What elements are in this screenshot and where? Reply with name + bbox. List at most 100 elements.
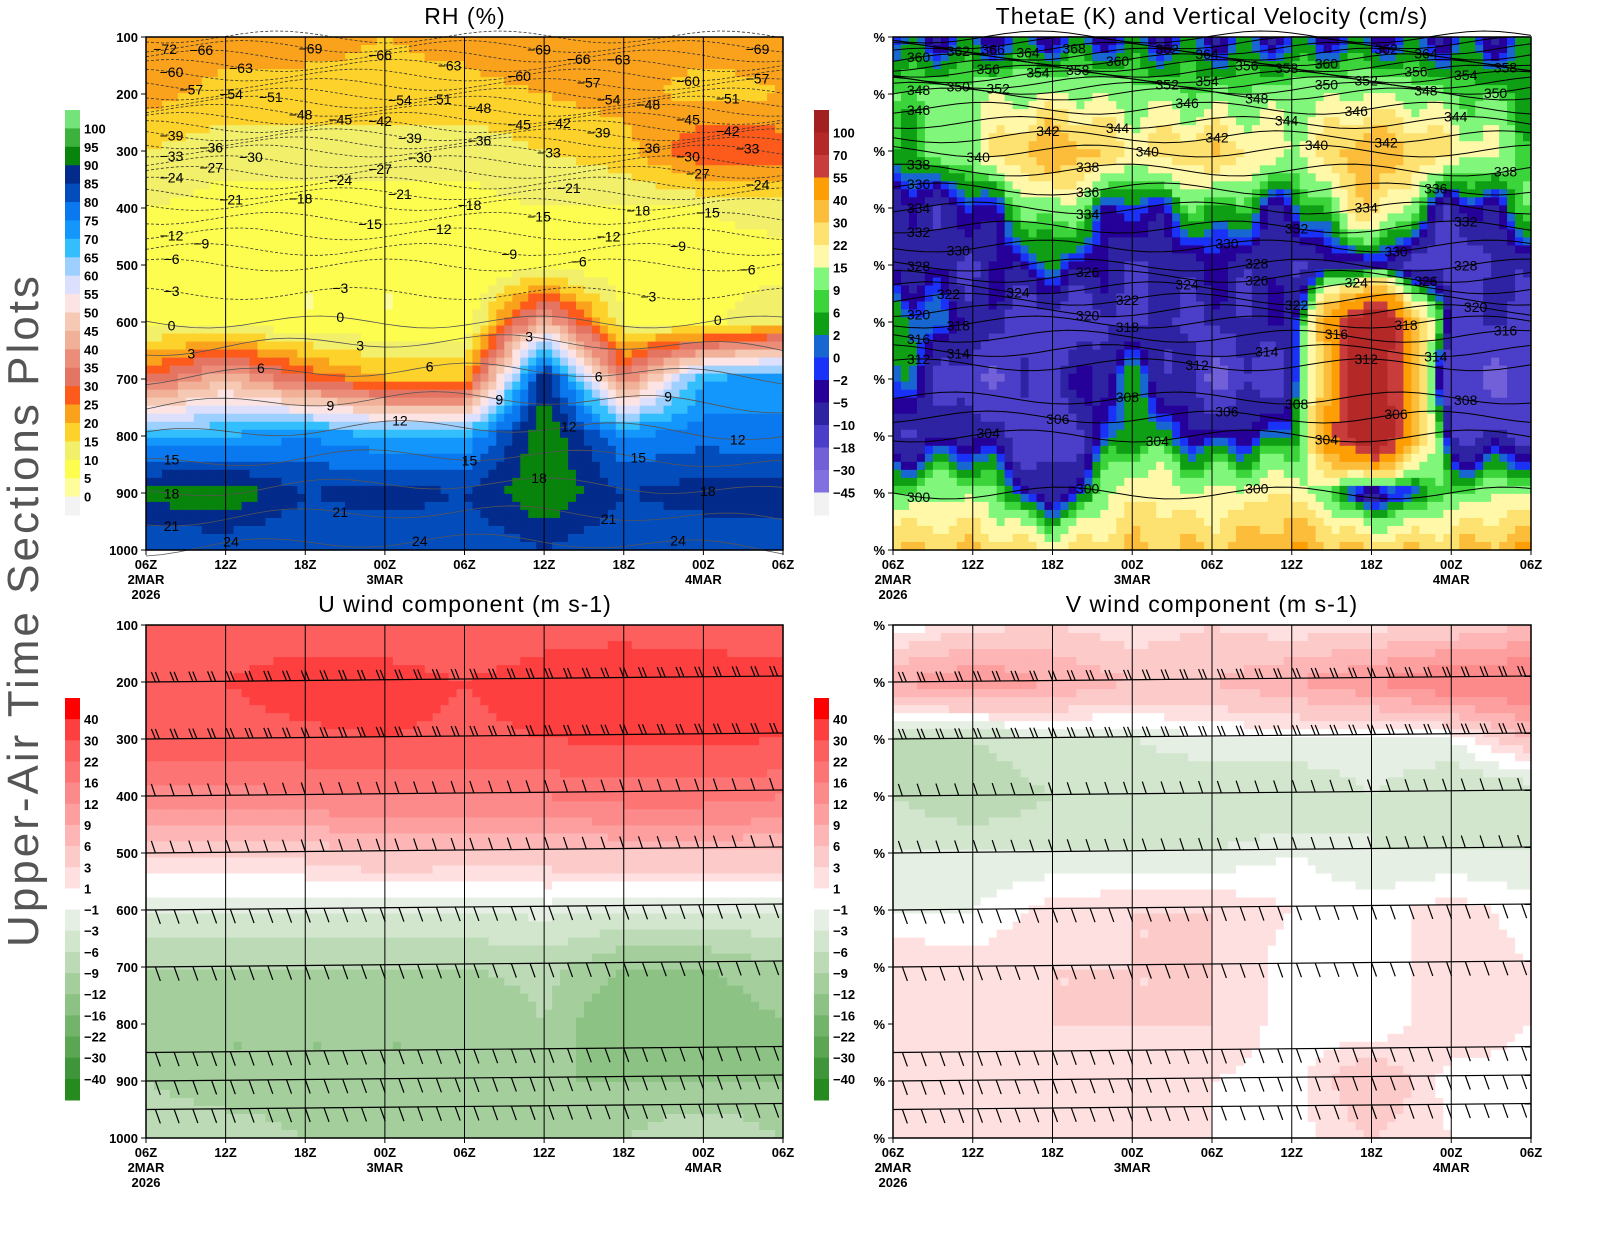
heatmap-cell xyxy=(289,165,298,174)
heatmap-cell xyxy=(751,318,760,327)
heatmap-cell xyxy=(719,294,728,303)
heatmap-cell xyxy=(385,398,394,407)
heatmap-cell xyxy=(234,414,243,423)
heatmap-cell xyxy=(257,518,266,527)
heatmap-cell xyxy=(178,334,187,343)
heatmap-cell xyxy=(226,269,235,278)
heatmap-cell xyxy=(425,69,434,78)
heatmap-cell xyxy=(162,197,171,206)
heatmap-cell xyxy=(767,277,776,286)
heatmap-cell xyxy=(385,141,394,150)
heatmap-cell xyxy=(257,406,266,415)
heatmap-cell xyxy=(425,374,434,383)
heatmap-cell xyxy=(345,414,354,423)
heatmap-cell xyxy=(552,390,561,399)
heatmap-cell xyxy=(616,414,625,423)
heatmap-cell xyxy=(687,382,696,391)
heatmap-cell xyxy=(600,462,609,471)
heatmap-cell xyxy=(401,245,410,254)
heatmap-cell xyxy=(624,478,633,487)
heatmap-cell xyxy=(608,302,617,311)
heatmap-cell xyxy=(353,454,362,463)
heatmap-cell xyxy=(751,366,760,375)
heatmap-cell xyxy=(512,430,521,439)
heatmap-cell xyxy=(377,334,386,343)
heatmap-cell xyxy=(401,430,410,439)
heatmap-cell xyxy=(695,269,704,278)
heatmap-cell xyxy=(234,229,243,238)
heatmap-cell xyxy=(210,69,219,78)
heatmap-cell xyxy=(281,494,290,503)
heatmap-cell xyxy=(417,45,426,54)
heatmap-cell xyxy=(226,213,235,222)
heatmap-cell xyxy=(480,302,489,311)
heatmap-cell xyxy=(449,398,458,407)
heatmap-cell xyxy=(329,438,338,447)
heatmap-cell xyxy=(305,221,314,230)
heatmap-cell xyxy=(218,470,227,479)
heatmap-cell xyxy=(751,430,760,439)
heatmap-cell xyxy=(441,470,450,479)
heatmap-cell xyxy=(146,366,155,375)
heatmap-cell xyxy=(544,318,553,327)
heatmap-cell xyxy=(687,374,696,383)
heatmap-cell xyxy=(719,486,728,495)
heatmap-cell xyxy=(759,502,768,511)
heatmap-cell xyxy=(703,93,712,102)
heatmap-cell xyxy=(305,77,314,86)
heatmap-cell xyxy=(170,269,179,278)
heatmap-cell xyxy=(480,446,489,455)
heatmap-cell xyxy=(664,85,673,94)
heatmap-cell xyxy=(656,302,665,311)
heatmap-cell xyxy=(210,510,219,519)
heatmap-cell xyxy=(393,454,402,463)
heatmap-cell xyxy=(218,510,227,519)
heatmap-cell xyxy=(162,213,171,222)
heatmap-cell xyxy=(146,85,155,94)
heatmap-cell xyxy=(457,253,466,262)
heatmap-cell xyxy=(433,374,442,383)
heatmap-cell xyxy=(313,462,322,471)
heatmap-cell xyxy=(592,398,601,407)
heatmap-cell xyxy=(433,486,442,495)
heatmap-cell xyxy=(719,494,728,503)
heatmap-cell xyxy=(393,438,402,447)
heatmap-cell xyxy=(194,117,203,126)
heatmap-cell xyxy=(552,494,561,503)
heatmap-cell xyxy=(305,534,314,543)
heatmap-cell xyxy=(409,358,418,367)
heatmap-cell xyxy=(520,261,529,270)
heatmap-cell xyxy=(369,454,378,463)
heatmap-cell xyxy=(337,534,346,543)
heatmap-cell xyxy=(186,334,195,343)
heatmap-cell xyxy=(425,438,434,447)
heatmap-cell xyxy=(265,197,274,206)
heatmap-cell xyxy=(664,93,673,102)
heatmap-cell xyxy=(313,189,322,198)
heatmap-cell xyxy=(584,294,593,303)
heatmap-cell xyxy=(528,302,537,311)
heatmap-cell xyxy=(417,366,426,375)
heatmap-cell xyxy=(194,326,203,335)
heatmap-cell xyxy=(202,430,211,439)
heatmap-cell xyxy=(560,141,569,150)
heatmap-cell xyxy=(345,526,354,535)
heatmap-cell xyxy=(234,310,243,319)
heatmap-cell xyxy=(265,422,274,431)
heatmap-cell xyxy=(377,237,386,246)
heatmap-cell xyxy=(281,406,290,415)
heatmap-cell xyxy=(472,237,481,246)
heatmap-cell xyxy=(743,109,752,118)
heatmap-cell xyxy=(313,406,322,415)
heatmap-cell xyxy=(409,494,418,503)
heatmap-cell xyxy=(488,470,497,479)
heatmap-cell xyxy=(146,277,155,286)
heatmap-cell xyxy=(218,261,227,270)
heatmap-cell xyxy=(568,326,577,335)
heatmap-cell xyxy=(584,502,593,511)
heatmap-cell xyxy=(273,446,282,455)
heatmap-cell xyxy=(544,414,553,423)
heatmap-cell xyxy=(576,414,585,423)
heatmap-cell xyxy=(759,430,768,439)
heatmap-cell xyxy=(727,213,736,222)
